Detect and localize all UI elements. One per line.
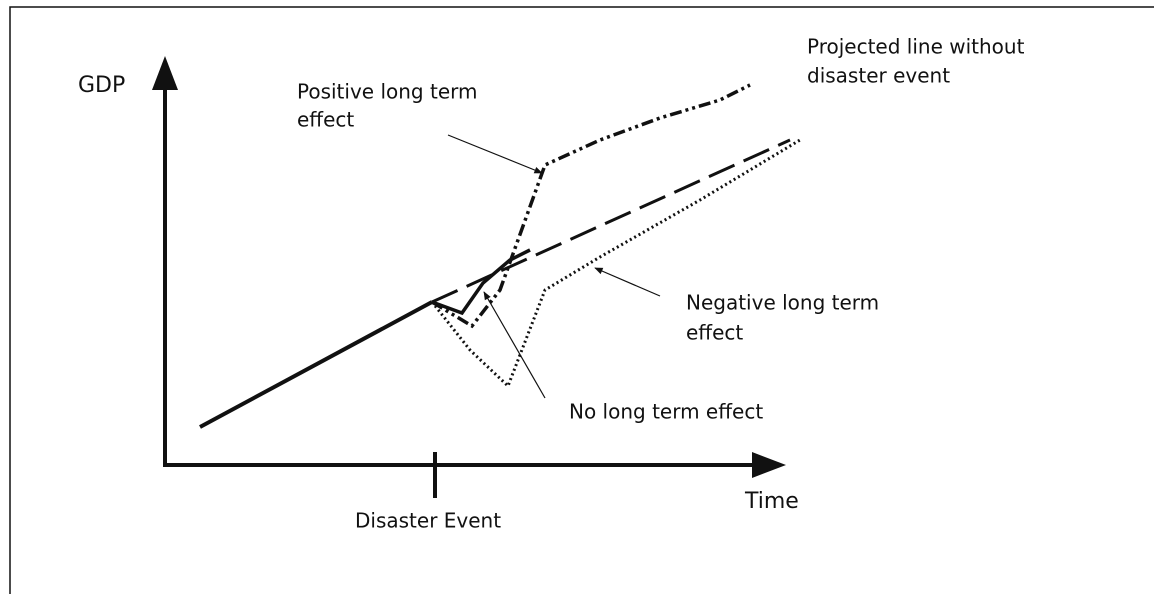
positive-line	[431, 83, 751, 329]
pointer	[483, 291, 546, 399]
y-axis-arrow	[152, 56, 178, 90]
pointer	[594, 267, 661, 297]
negative-line	[430, 138, 801, 389]
label: Negative long term	[686, 291, 879, 315]
y-axis-label: GDP	[78, 73, 125, 98]
label: effect	[297, 108, 354, 132]
event-label: Disaster Event	[355, 509, 501, 533]
pointer	[447, 134, 543, 174]
frame	[9, 6, 1154, 594]
label: Projected line without	[807, 35, 1025, 59]
no-effect-line	[431, 248, 531, 316]
label: No long term effect	[569, 400, 763, 424]
label: disaster event	[807, 64, 950, 88]
x-axis-arrow	[752, 452, 786, 478]
base-line	[199, 300, 433, 429]
projected-line	[431, 138, 791, 304]
label: Positive long term	[297, 80, 477, 104]
x-axis-label: Time	[744, 489, 799, 514]
label: effect	[686, 321, 743, 345]
